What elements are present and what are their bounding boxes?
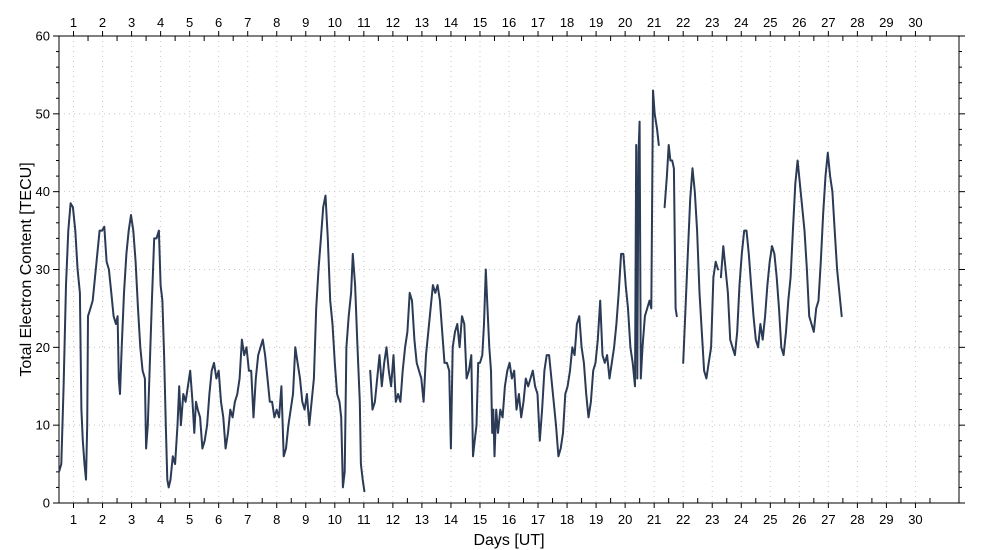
x-tick-label: 12 bbox=[386, 512, 400, 527]
y-axis-label: Total Electron Content [TECU] bbox=[18, 162, 35, 376]
x-tick-label-top: 3 bbox=[128, 15, 135, 30]
x-tick-label: 28 bbox=[850, 512, 864, 527]
x-tick-label: 16 bbox=[502, 512, 516, 527]
x-tick-label-top: 11 bbox=[357, 15, 371, 30]
x-tick-label: 18 bbox=[560, 512, 574, 527]
x-tick-label: 24 bbox=[734, 512, 748, 527]
x-tick-label: 17 bbox=[531, 512, 545, 527]
x-tick-label: 6 bbox=[215, 512, 222, 527]
x-tick-label-top: 25 bbox=[763, 15, 777, 30]
x-tick-label: 10 bbox=[328, 512, 342, 527]
x-tick-label: 15 bbox=[473, 512, 487, 527]
x-tick-label: 23 bbox=[705, 512, 719, 527]
x-tick-label-top: 2 bbox=[99, 15, 106, 30]
x-tick-label-top: 7 bbox=[244, 15, 251, 30]
x-tick-label: 3 bbox=[128, 512, 135, 527]
x-tick-label: 21 bbox=[647, 512, 661, 527]
tec-series-line bbox=[663, 144, 678, 318]
axis-ticks bbox=[53, 31, 965, 508]
x-tick-label: 8 bbox=[273, 512, 280, 527]
x-tick-label: 29 bbox=[879, 512, 893, 527]
x-tick-label: 22 bbox=[676, 512, 690, 527]
x-tick-label-top: 9 bbox=[302, 15, 309, 30]
x-tick-label-top: 5 bbox=[186, 15, 193, 30]
y-tick-label: 40 bbox=[36, 184, 50, 199]
tick-labels: 1122334455667788991010111112121313141415… bbox=[36, 15, 923, 527]
y-tick-label: 10 bbox=[36, 418, 50, 433]
x-tick-label-top: 14 bbox=[444, 15, 458, 30]
tec-series-line bbox=[369, 89, 660, 458]
x-tick-label-top: 22 bbox=[676, 15, 690, 30]
x-tick-label-top: 17 bbox=[531, 15, 545, 30]
x-tick-label: 27 bbox=[821, 512, 835, 527]
x-tick-label-top: 21 bbox=[647, 15, 661, 30]
x-tick-label-top: 28 bbox=[850, 15, 864, 30]
x-tick-label: 2 bbox=[99, 512, 106, 527]
x-tick-label-top: 15 bbox=[473, 15, 487, 30]
tec-series-line bbox=[58, 194, 366, 493]
x-tick-label: 26 bbox=[792, 512, 806, 527]
x-tick-label-top: 4 bbox=[157, 15, 164, 30]
x-tick-label-top: 30 bbox=[908, 15, 922, 30]
x-tick-label: 13 bbox=[415, 512, 429, 527]
grid bbox=[59, 36, 959, 503]
y-tick-label: 0 bbox=[43, 496, 50, 511]
tec-series-line bbox=[682, 167, 719, 380]
y-tick-label: 50 bbox=[36, 106, 50, 121]
x-tick-label: 9 bbox=[302, 512, 309, 527]
x-tick-label-top: 16 bbox=[502, 15, 516, 30]
x-tick-label-top: 24 bbox=[734, 15, 748, 30]
x-tick-label-top: 19 bbox=[589, 15, 603, 30]
x-axis-label: Days [UT] bbox=[473, 532, 544, 549]
x-tick-label-top: 20 bbox=[618, 15, 632, 30]
x-tick-label: 7 bbox=[244, 512, 251, 527]
x-tick-label-top: 1 bbox=[70, 15, 77, 30]
y-tick-label: 30 bbox=[36, 262, 50, 277]
y-tick-label: 60 bbox=[36, 29, 50, 44]
x-tick-label-top: 26 bbox=[792, 15, 806, 30]
x-tick-label-top: 27 bbox=[821, 15, 835, 30]
x-tick-label: 11 bbox=[357, 512, 371, 527]
x-tick-label-top: 12 bbox=[386, 15, 400, 30]
x-tick-label-top: 13 bbox=[415, 15, 429, 30]
x-tick-label-top: 6 bbox=[215, 15, 222, 30]
x-tick-label-top: 10 bbox=[328, 15, 342, 30]
x-tick-label: 1 bbox=[70, 512, 77, 527]
x-tick-label-top: 29 bbox=[879, 15, 893, 30]
y-tick-label: 20 bbox=[36, 340, 50, 355]
x-tick-label: 20 bbox=[618, 512, 632, 527]
x-tick-label: 4 bbox=[157, 512, 164, 527]
x-tick-label-top: 8 bbox=[273, 15, 280, 30]
x-tick-label: 19 bbox=[589, 512, 603, 527]
x-tick-label: 30 bbox=[908, 512, 922, 527]
x-tick-label: 25 bbox=[763, 512, 777, 527]
x-tick-label: 5 bbox=[186, 512, 193, 527]
x-tick-label-top: 18 bbox=[560, 15, 574, 30]
tec-series-line bbox=[719, 151, 843, 357]
x-tick-label-top: 23 bbox=[705, 15, 719, 30]
series-layer bbox=[58, 89, 843, 493]
x-tick-label: 14 bbox=[444, 512, 458, 527]
